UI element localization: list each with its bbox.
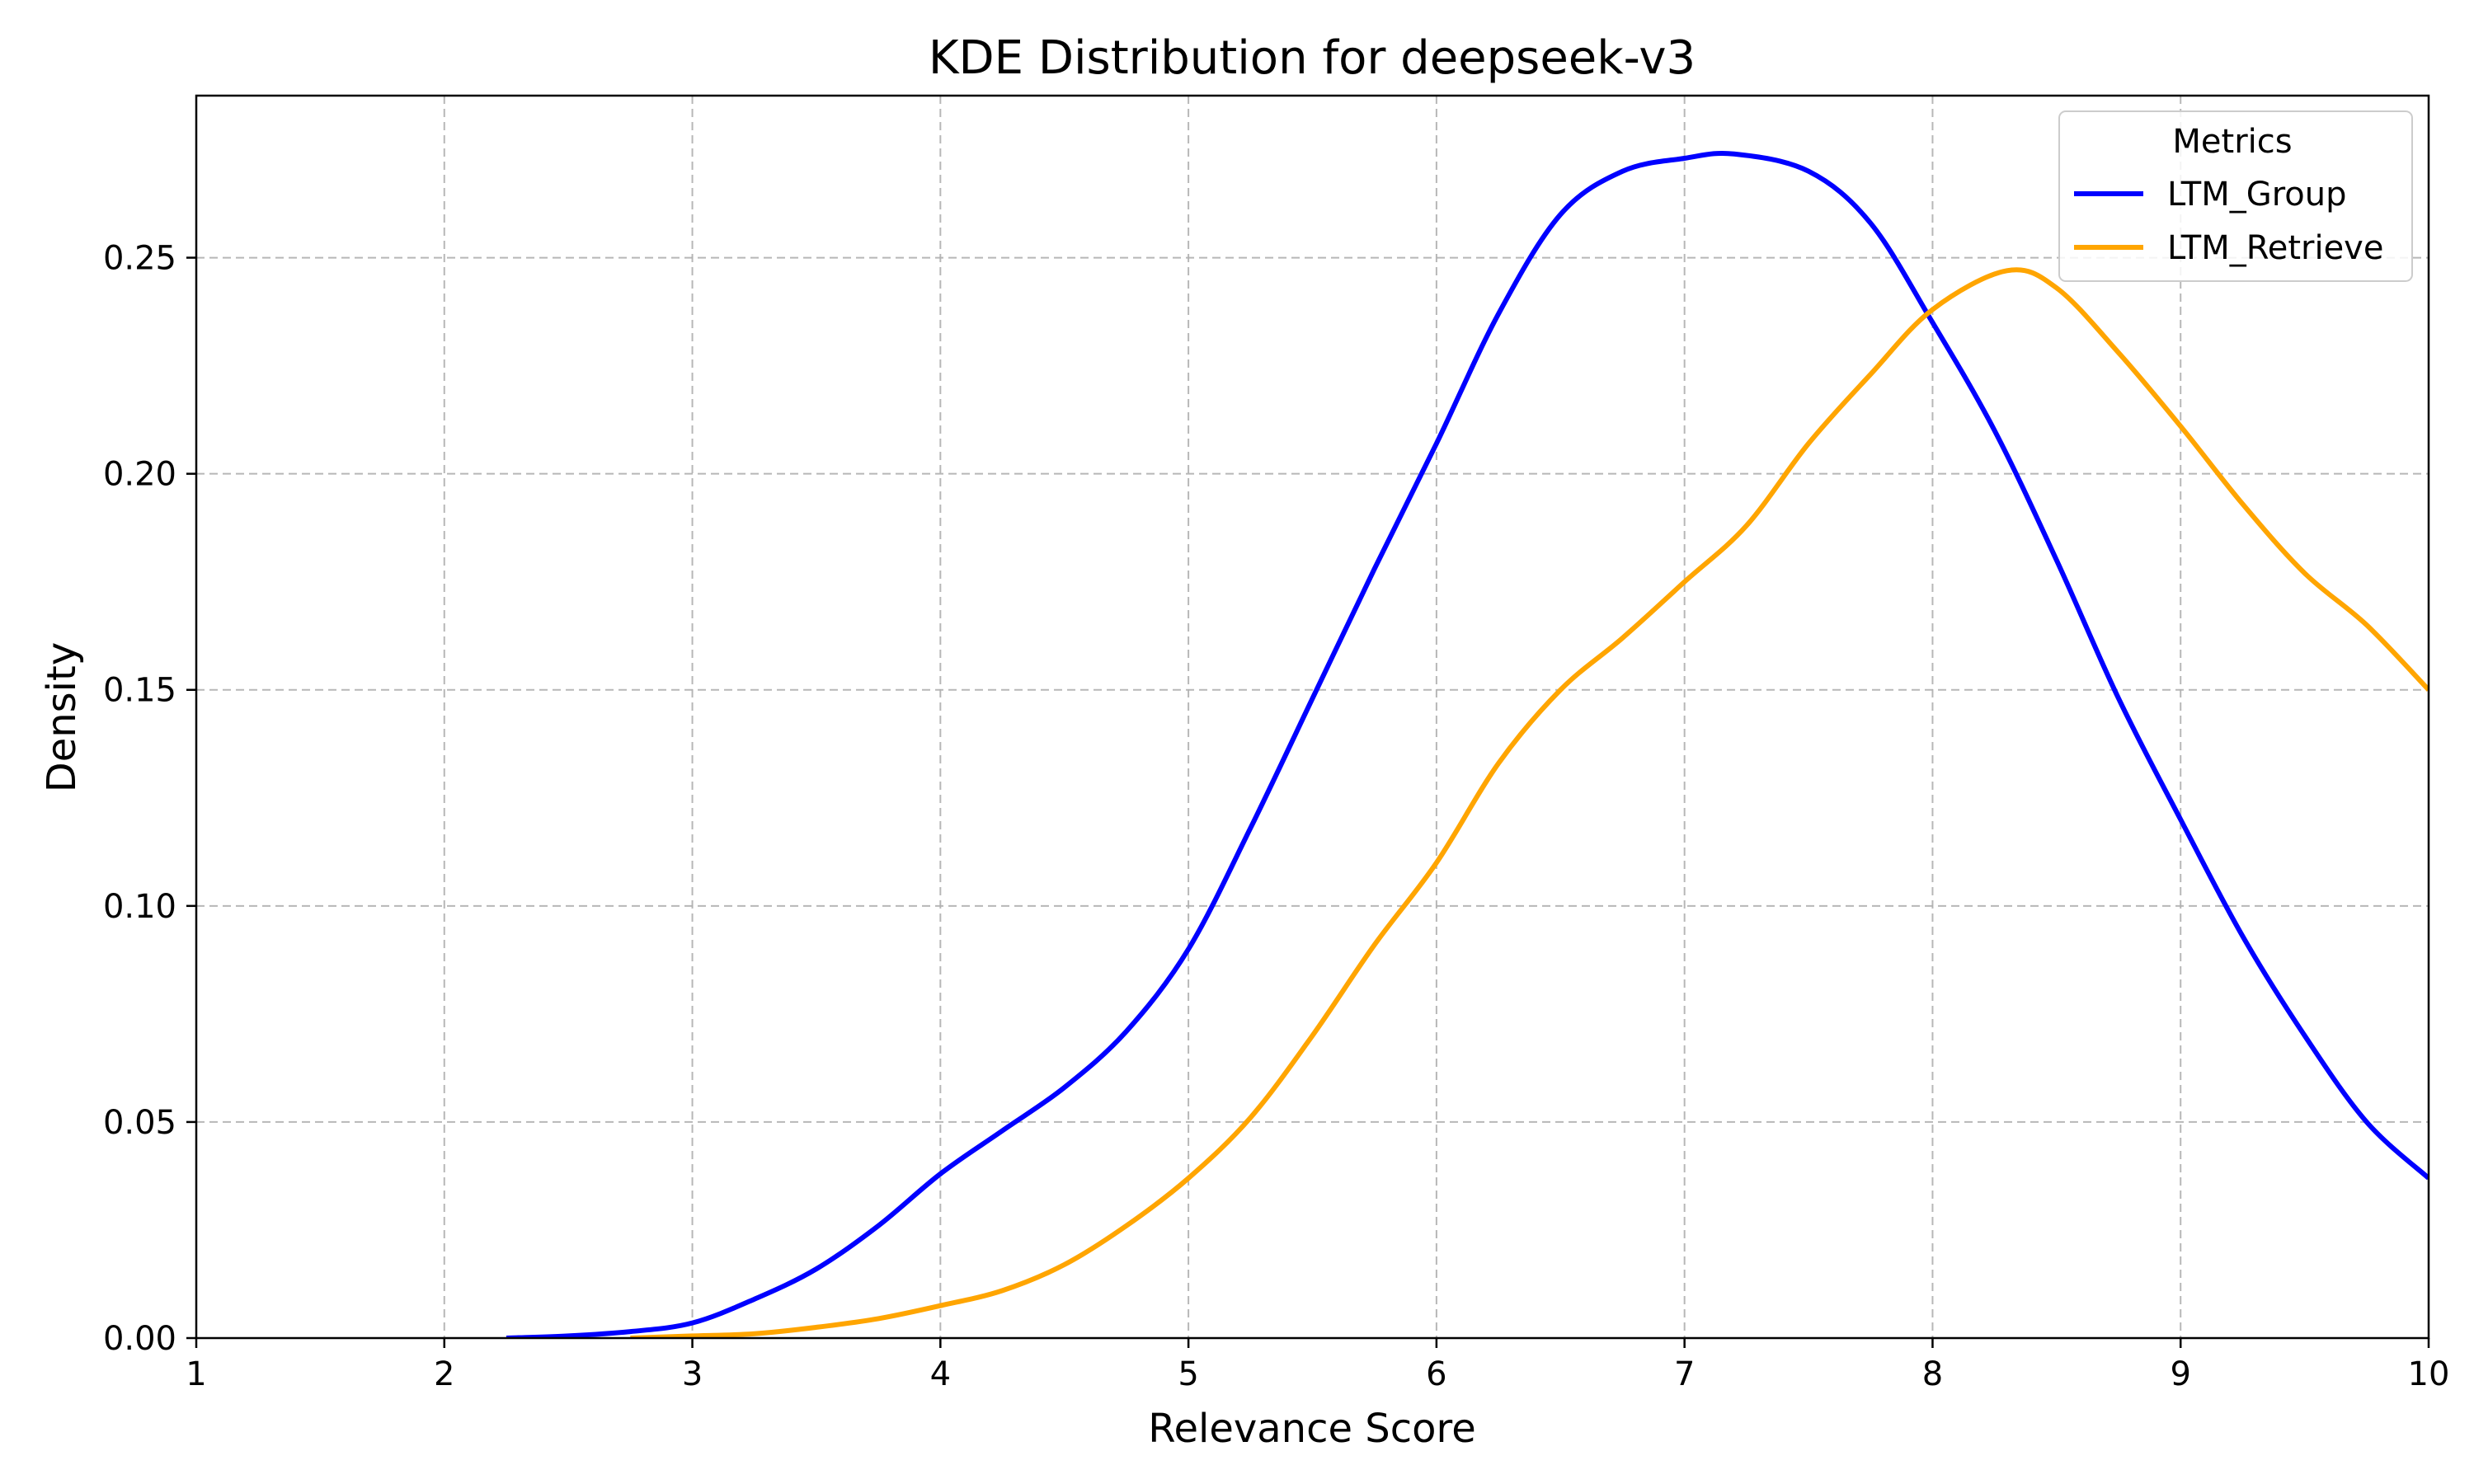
chart-title: KDE Distribution for deepseek-v3 xyxy=(929,31,1696,85)
legend-box xyxy=(2058,110,2413,282)
x-tick-label: 7 xyxy=(1674,1355,1695,1393)
series-line-ltm-group xyxy=(506,150,2429,1338)
y-tick-label: 0.20 xyxy=(103,456,176,494)
legend-label: LTM_Retrieve xyxy=(2167,229,2383,267)
x-tick-label: 10 xyxy=(2408,1355,2450,1393)
y-axis-label: Density xyxy=(39,642,85,792)
legend-title: Metrics xyxy=(2172,123,2292,161)
x-tick-label: 2 xyxy=(434,1355,454,1393)
y-tick-label: 0.05 xyxy=(103,1104,176,1142)
x-tick-label: 3 xyxy=(682,1355,703,1393)
series-line-ltm-retrieve xyxy=(630,267,2429,1338)
x-axis-label: Relevance Score xyxy=(1148,1406,1475,1452)
y-tick-label: 0.25 xyxy=(103,240,176,278)
plot-area: 1 2 3 4 5 6 7 8 9 10 0.00 0.05 0.10 0.15 0.20 0.25 xyxy=(103,94,2450,1393)
x-tick-label: 6 xyxy=(1426,1355,1446,1393)
legend: Metrics LTM_Group LTM_Retrieve xyxy=(2058,110,2413,282)
x-tick-label: 4 xyxy=(930,1355,951,1393)
x-tick-label: 8 xyxy=(1922,1355,1943,1393)
y-tick-label: 0.15 xyxy=(103,672,176,710)
x-tick-label: 9 xyxy=(2170,1355,2190,1393)
y-tick-label: 0.00 xyxy=(103,1320,176,1358)
series-group xyxy=(506,150,2429,1338)
x-tick-label: 5 xyxy=(1178,1355,1198,1393)
legend-label: LTM_Group xyxy=(2167,176,2347,214)
y-tick-label: 0.10 xyxy=(103,888,176,926)
axes-frame xyxy=(195,94,2430,1340)
x-tick-label: 1 xyxy=(186,1355,206,1393)
